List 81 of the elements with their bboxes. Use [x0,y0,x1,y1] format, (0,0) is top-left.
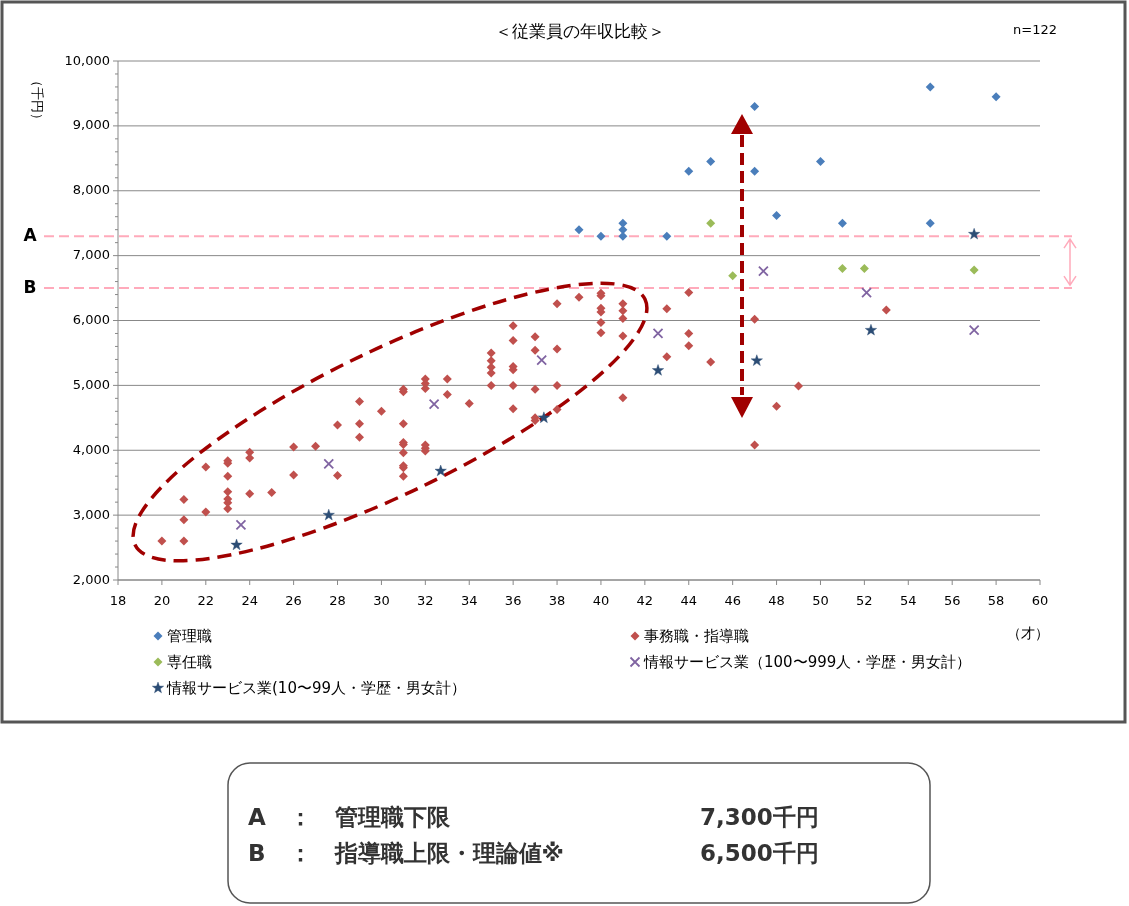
x-axis-title: （才） [1007,625,1049,641]
point [750,101,760,111]
point [652,364,664,376]
x-tick-label: 58 [987,592,1005,608]
point [652,328,664,339]
text: n=122 [1013,21,1057,37]
text: A ： 管理職下限 [248,803,451,830]
point [428,398,440,410]
legend-label: 専任職 [167,652,212,671]
x-tick-label: 34 [460,592,478,608]
ref-line-label: A [23,225,38,246]
point [536,354,548,366]
point [537,411,550,423]
x-tick-label: 50 [812,592,829,608]
x-tick-label: 42 [636,592,654,608]
point [434,464,447,477]
y-tick-label: 8,000 [72,182,110,198]
y-tick-label: 10,000 [64,52,110,68]
point [618,218,628,228]
point [837,264,847,274]
legend-label: 情報サービス業（100〜999人・学歴・男女計） [643,652,972,671]
point [991,92,1001,102]
x-tick-label: 28 [329,592,346,608]
x-tick-label: 60 [1031,592,1049,608]
y-tick-label: 2,000 [72,571,110,587]
y-tick-label: 7,000 [72,247,110,263]
point [772,210,782,220]
point [861,287,872,298]
x-tick-label: 32 [417,592,434,608]
x-tick-label: 40 [592,592,610,608]
x-tick-label: 26 [285,592,302,608]
text: 7,300千円 [700,803,819,830]
point [859,264,869,274]
chart-title: ＜従業員の年収比較＞ [495,21,665,41]
x-tick-label: 30 [373,592,390,608]
y-tick-label: 4,000 [72,441,110,457]
y-tick-label: 9,000 [72,117,110,133]
point [574,225,584,235]
x-tick-label: 54 [900,592,917,608]
point [596,231,606,241]
x-tick-label: 48 [768,592,785,608]
point [969,265,979,275]
x-tick-label: 38 [548,592,566,608]
x-tick-label: 46 [724,592,741,608]
point [662,231,672,241]
point [925,82,935,92]
point [323,458,335,470]
point [750,166,760,176]
point [750,354,763,366]
y-tick-label: 3,000 [72,506,110,522]
text: 6,500千円 [700,839,819,866]
point [230,538,243,551]
y-tick-label: 5,000 [72,376,110,392]
x-tick-label: 22 [197,592,215,608]
x-tick-label: 18 [109,592,127,608]
point [235,519,247,531]
point [728,271,738,281]
ref-line-label: B [23,277,37,298]
x-tick-label: 52 [856,592,873,608]
x-tick-label: 20 [153,592,171,608]
point [815,157,825,167]
legend-label: 情報サービス業(10〜99人・学歴・男女計） [166,678,467,697]
point [925,218,935,228]
x-tick-label: 24 [241,592,258,608]
point [968,228,981,240]
y-axis-title: （千円） [29,74,45,126]
point [968,324,980,336]
point [322,508,335,521]
text: B ： 指導職上限・理論値※ [248,839,564,866]
x-tick-label: 56 [943,592,961,608]
point [837,218,847,228]
point [865,324,877,336]
legend-label: 管理職 [167,626,212,645]
point [706,157,716,167]
point [758,265,769,277]
x-tick-label: 36 [504,592,522,608]
point [684,166,694,176]
point [706,218,716,228]
legend-label: 事務職・指導職 [644,626,749,645]
y-tick-label: 6,000 [72,312,110,327]
x-tick-label: 44 [680,592,698,608]
